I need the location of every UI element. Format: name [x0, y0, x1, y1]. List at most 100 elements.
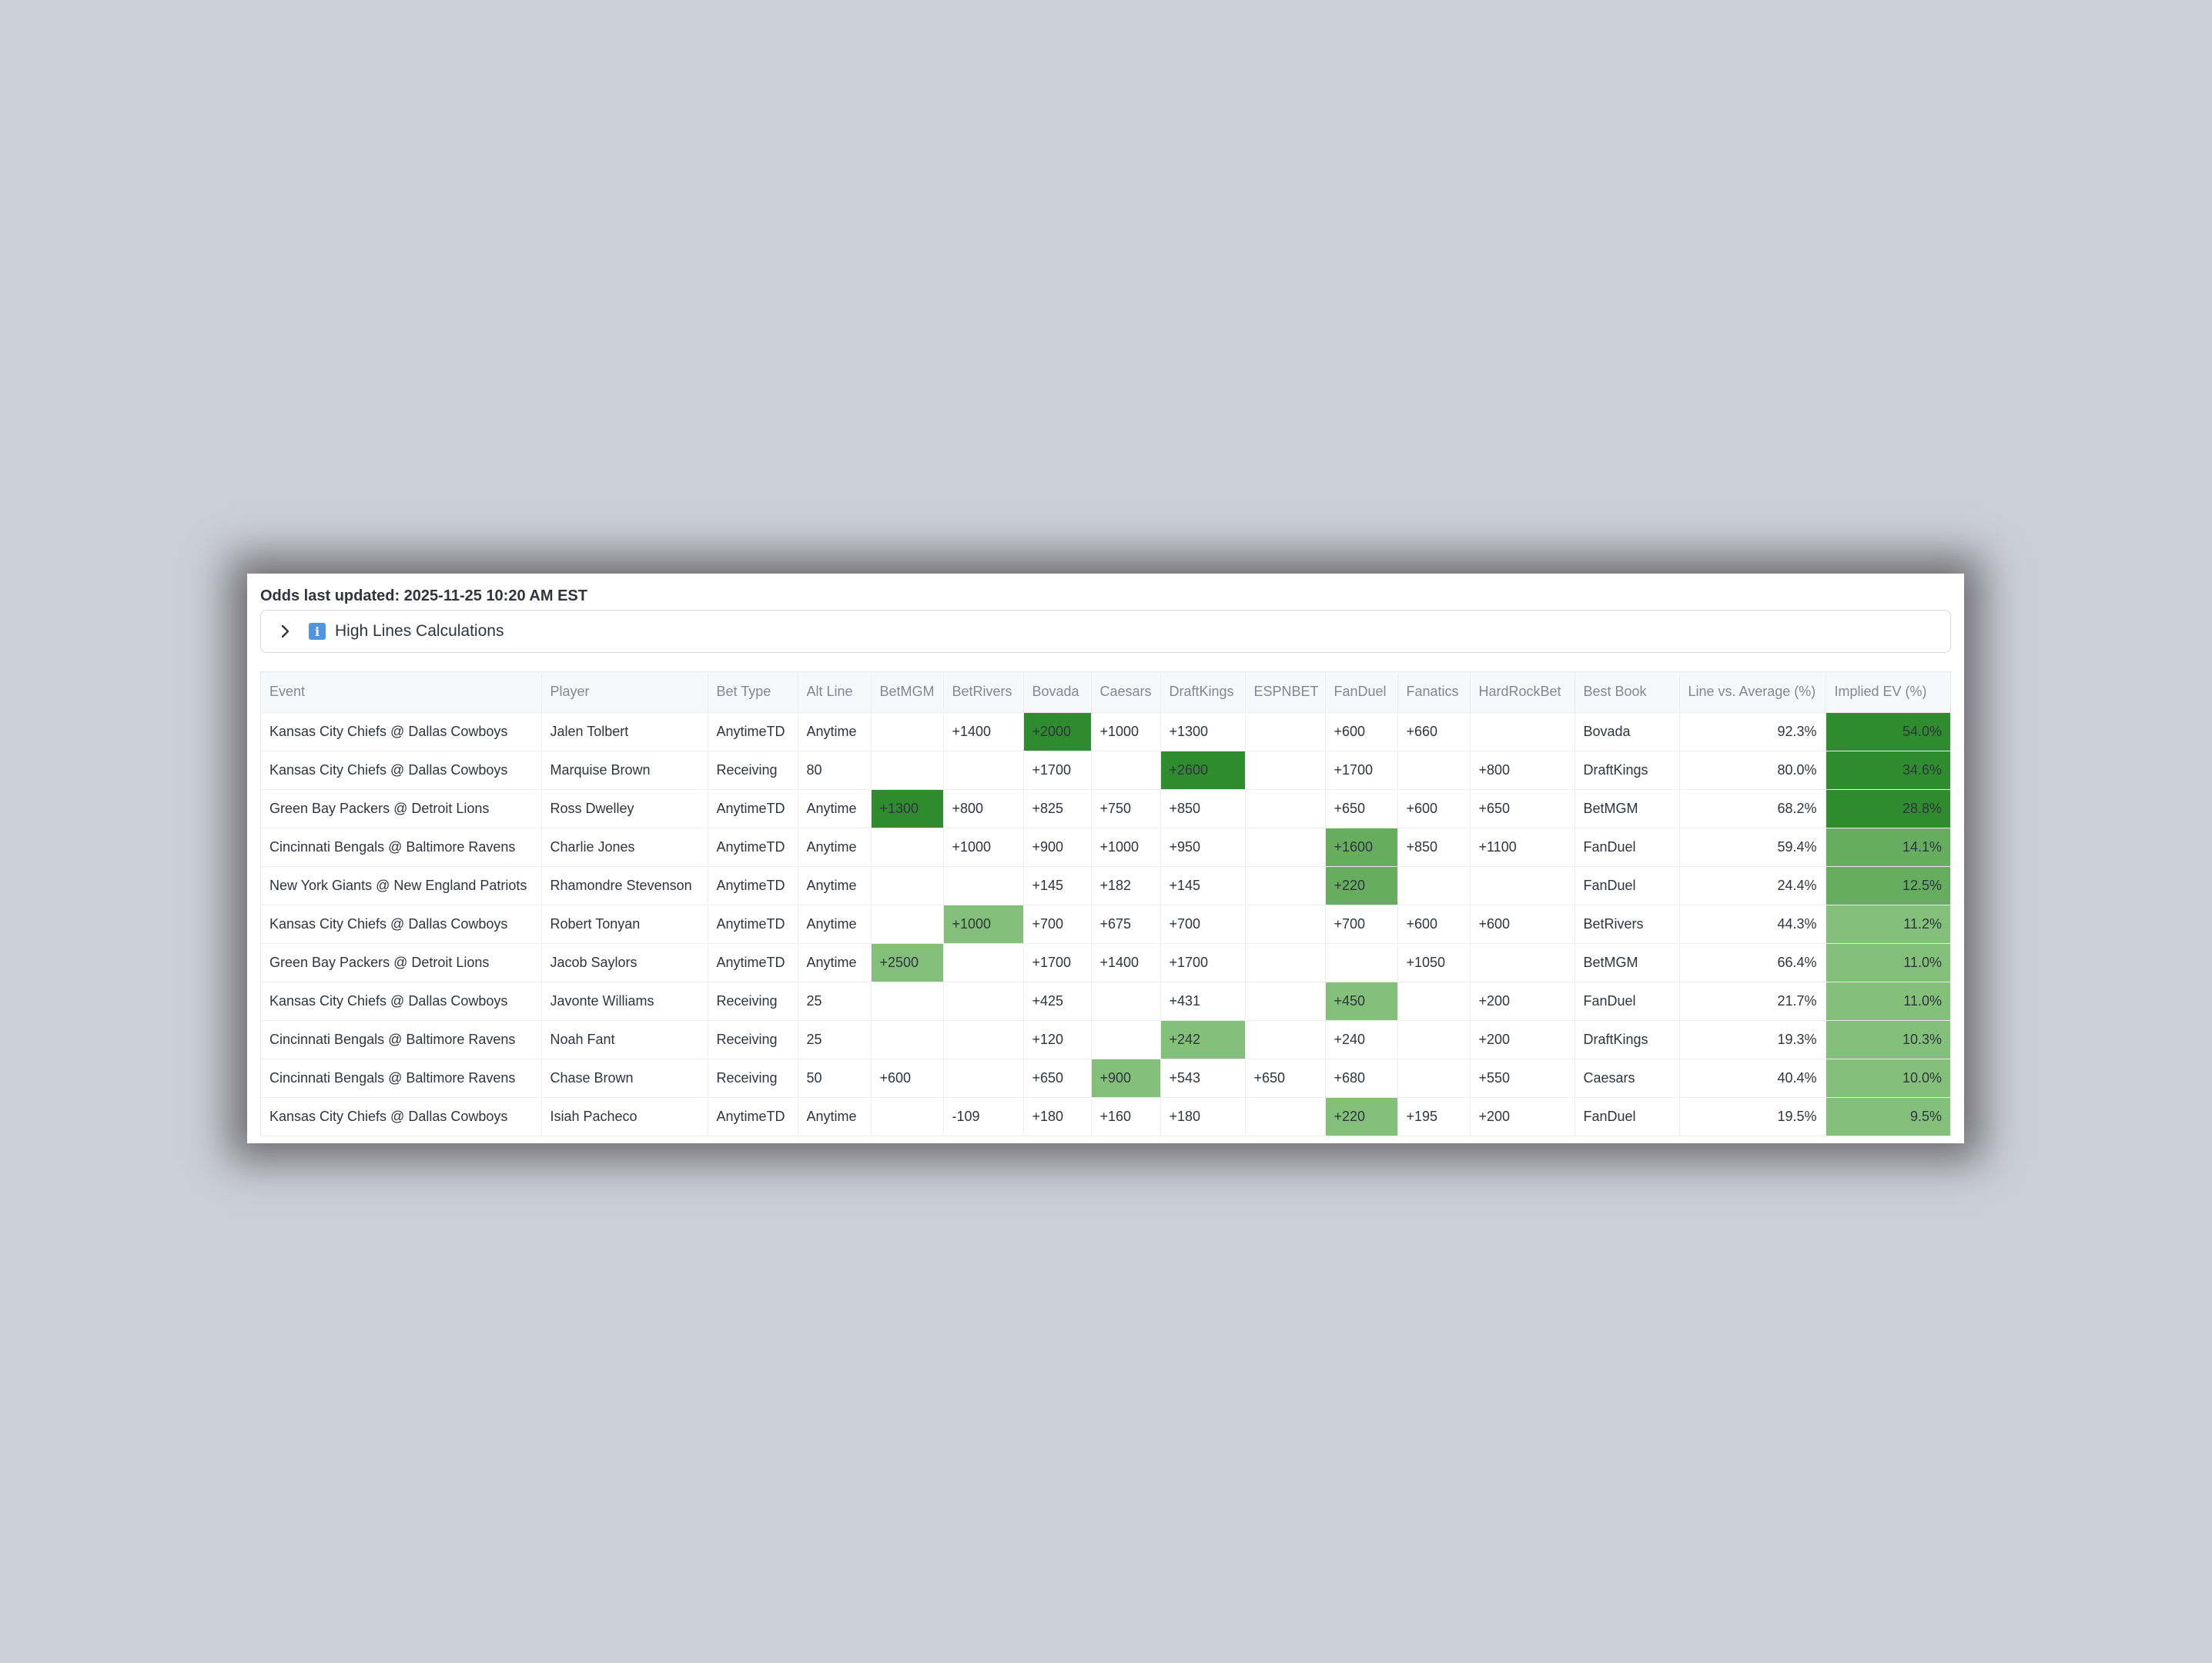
- table-cell-implied-ev: 14.1%: [1825, 828, 1950, 867]
- table-cell-event: Kansas City Chiefs @ Dallas Cowboys: [261, 905, 542, 944]
- table-cell-fanatics: +600: [1397, 905, 1471, 944]
- table-row: Cincinnati Bengals @ Baltimore Ravens Cha…: [261, 828, 1950, 867]
- column-header-line-vs-average[interactable]: Line vs. Average (%): [1679, 672, 1826, 713]
- table-cell-espnbet: [1245, 866, 1326, 905]
- table-row: Cincinnati Bengals @ Baltimore Ravens Noa…: [261, 1020, 1950, 1059]
- table-cell-hardrockbet: +600: [1470, 905, 1575, 944]
- table-cell-event: Cincinnati Bengals @ Baltimore Ravens: [261, 1059, 542, 1098]
- table-cell-hardrockbet: [1470, 712, 1575, 751]
- column-header-fanatics[interactable]: Fanatics: [1397, 672, 1471, 713]
- table-cell-espnbet: [1245, 789, 1326, 828]
- table-cell-bovada: +180: [1023, 1097, 1092, 1136]
- table-row: New York Giants @ New England Patriots Rh…: [261, 866, 1950, 905]
- table-cell-hardrockbet: +200: [1470, 982, 1575, 1021]
- table-cell-implied-ev: 12.5%: [1825, 866, 1950, 905]
- table-cell-line-vs-average: 24.4%: [1679, 866, 1826, 905]
- table-cell-betrivers: [943, 751, 1024, 790]
- table-cell-fanduel: +220: [1325, 866, 1398, 905]
- table-cell-alt-line: Anytime: [798, 1097, 872, 1136]
- table-cell-alt-line: Anytime: [798, 828, 872, 867]
- table-cell-bovada: +700: [1023, 905, 1092, 944]
- table-cell-fanduel: +450: [1325, 982, 1398, 1021]
- odds-table-container: Event Player Bet Type Alt Line BetMGM BetRive…: [260, 671, 1951, 1136]
- table-cell-betmgm: +2500: [871, 943, 944, 982]
- table-cell-best-book: FanDuel: [1575, 866, 1680, 905]
- column-header-alt-line[interactable]: Alt Line: [798, 672, 872, 713]
- table-cell-player: Charlie Jones: [541, 828, 708, 867]
- table-cell-betmgm: +1300: [871, 789, 944, 828]
- table-cell-player: Ross Dwelley: [541, 789, 708, 828]
- table-cell-draftkings: +700: [1160, 905, 1246, 944]
- table-cell-hardrockbet: +550: [1470, 1059, 1575, 1098]
- table-cell-fanduel: +1700: [1325, 751, 1398, 790]
- table-cell-draftkings: +180: [1160, 1097, 1246, 1136]
- table-cell-event: New York Giants @ New England Patriots: [261, 866, 542, 905]
- table-cell-fanatics: [1397, 1020, 1471, 1059]
- table-cell-bet-type: AnytimeTD: [708, 712, 798, 751]
- column-header-espnbet[interactable]: ESPNBET: [1245, 672, 1326, 713]
- column-header-implied-ev[interactable]: Implied EV (%): [1825, 672, 1950, 713]
- table-cell-event: Cincinnati Bengals @ Baltimore Ravens: [261, 828, 542, 867]
- table-cell-caesars: +182: [1091, 866, 1161, 905]
- table-cell-caesars: [1091, 751, 1161, 790]
- table-cell-alt-line: 50: [798, 1059, 872, 1098]
- table-cell-line-vs-average: 68.2%: [1679, 789, 1826, 828]
- table-cell-line-vs-average: 21.7%: [1679, 982, 1826, 1021]
- table-cell-line-vs-average: 19.3%: [1679, 1020, 1826, 1059]
- table-cell-betmgm: [871, 905, 944, 944]
- table-cell-draftkings: +850: [1160, 789, 1246, 828]
- table-cell-player: Jacob Saylors: [541, 943, 708, 982]
- high-lines-expander[interactable]: i High Lines Calculations: [260, 610, 1951, 653]
- table-cell-implied-ev: 11.2%: [1825, 905, 1950, 944]
- table-cell-betmgm: [871, 751, 944, 790]
- table-cell-betmgm: +600: [871, 1059, 944, 1098]
- table-cell-fanduel: +240: [1325, 1020, 1398, 1059]
- table-cell-event: Kansas City Chiefs @ Dallas Cowboys: [261, 982, 542, 1021]
- table-cell-best-book: Caesars: [1575, 1059, 1680, 1098]
- column-header-bet-type[interactable]: Bet Type: [708, 672, 798, 713]
- table-cell-espnbet: [1245, 828, 1326, 867]
- table-cell-line-vs-average: 19.5%: [1679, 1097, 1826, 1136]
- table-cell-caesars: +160: [1091, 1097, 1161, 1136]
- table-cell-bet-type: AnytimeTD: [708, 828, 798, 867]
- column-header-caesars[interactable]: Caesars: [1091, 672, 1161, 713]
- column-header-betmgm[interactable]: BetMGM: [871, 672, 944, 713]
- table-cell-fanatics: +850: [1397, 828, 1471, 867]
- column-header-bovada[interactable]: Bovada: [1023, 672, 1092, 713]
- column-header-event[interactable]: Event: [261, 672, 542, 713]
- column-header-hardrockbet[interactable]: HardRockBet: [1470, 672, 1575, 713]
- table-cell-betrivers: -109: [943, 1097, 1024, 1136]
- column-header-betrivers[interactable]: BetRivers: [943, 672, 1024, 713]
- table-cell-player: Isiah Pacheco: [541, 1097, 708, 1136]
- table-body: Kansas City Chiefs @ Dallas Cowboys Jalen…: [261, 712, 1950, 1136]
- table-cell-fanatics: +195: [1397, 1097, 1471, 1136]
- table-cell-alt-line: 25: [798, 1020, 872, 1059]
- table-row: Green Bay Packers @ Detroit Lions Ross Dw…: [261, 789, 1950, 828]
- table-cell-betrivers: [943, 1020, 1024, 1059]
- column-header-best-book[interactable]: Best Book: [1575, 672, 1680, 713]
- table-cell-line-vs-average: 40.4%: [1679, 1059, 1826, 1098]
- table-cell-caesars: [1091, 982, 1161, 1021]
- column-header-draftkings[interactable]: DraftKings: [1160, 672, 1246, 713]
- table-cell-betmgm: [871, 828, 944, 867]
- table-cell-betmgm: [871, 1097, 944, 1136]
- table-cell-event: Cincinnati Bengals @ Baltimore Ravens: [261, 1020, 542, 1059]
- table-cell-line-vs-average: 80.0%: [1679, 751, 1826, 790]
- column-header-fanduel[interactable]: FanDuel: [1325, 672, 1398, 713]
- table-cell-fanduel: +220: [1325, 1097, 1398, 1136]
- table-cell-betmgm: [871, 982, 944, 1021]
- table-cell-fanatics: +600: [1397, 789, 1471, 828]
- table-cell-draftkings: +2600: [1160, 751, 1246, 790]
- column-header-player[interactable]: Player: [541, 672, 708, 713]
- table-cell-best-book: DraftKings: [1575, 751, 1680, 790]
- table-cell-fanduel: +650: [1325, 789, 1398, 828]
- table-cell-implied-ev: 54.0%: [1825, 712, 1950, 751]
- table-row: Green Bay Packers @ Detroit Lions Jacob S…: [261, 943, 1950, 982]
- table-cell-event: Kansas City Chiefs @ Dallas Cowboys: [261, 712, 542, 751]
- table-cell-betrivers: +1400: [943, 712, 1024, 751]
- table-cell-player: Rhamondre Stevenson: [541, 866, 708, 905]
- table-cell-betrivers: +1000: [943, 828, 1024, 867]
- table-cell-implied-ev: 10.0%: [1825, 1059, 1950, 1098]
- table-cell-alt-line: Anytime: [798, 712, 872, 751]
- table-cell-bet-type: AnytimeTD: [708, 1097, 798, 1136]
